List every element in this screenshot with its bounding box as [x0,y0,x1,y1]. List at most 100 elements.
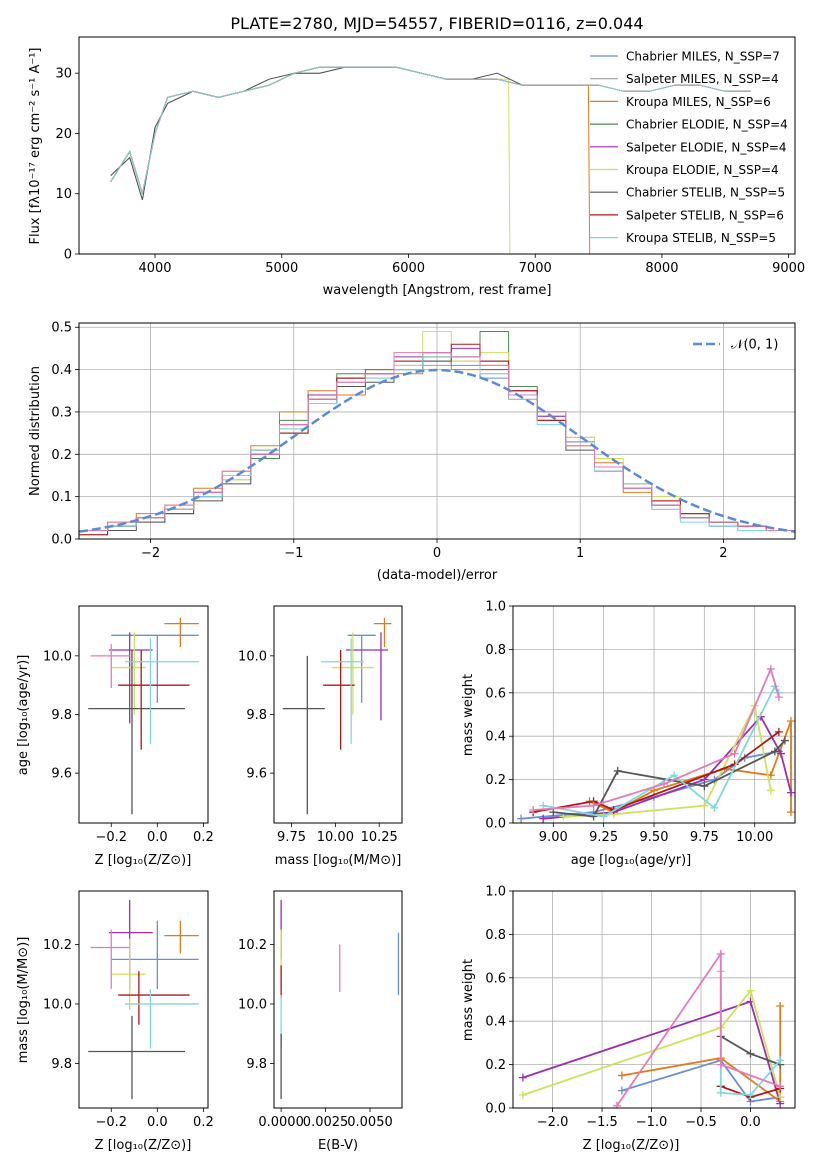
y-tick-label: 0.3 [51,405,72,420]
x-tick-label: −0.2 [95,830,127,845]
y-tick-label: 0.2 [485,1058,506,1073]
y-tick-label: 9.6 [246,767,267,782]
weight-marker [700,801,709,810]
y-tick-label: 10.0 [43,649,72,664]
y-tick-label: 9.6 [51,767,72,782]
weight-marker [786,717,795,726]
plot-area [518,949,785,1108]
y-tick-label: 0.8 [485,643,506,658]
y-axis-label: mass weight [461,674,476,756]
x-tick-label: 9.25 [589,830,618,845]
x-axis-label: Z [log₁₀(Z/Z⊙)] [583,1138,680,1153]
x-tick-label: 10.00 [317,830,354,845]
y-tick-label: 10.2 [43,938,72,953]
weight-marker [599,812,608,821]
weight-marker [700,782,709,791]
plot-area [110,66,751,254]
y-tick-label: 0 [64,248,72,263]
weight-marker [766,664,775,673]
y-tick-label: 10.0 [238,649,267,664]
plot-area [88,899,199,1100]
weight-marker [518,1090,527,1099]
residual-plot: −2 −1 0 1 2 0.0 0.1 0.2 0.3 0.4 0.5 𝒩(0, 1) [51,321,796,561]
y-tick-label: 0.6 [485,971,506,986]
weight-marker [549,808,558,817]
y-tick-label: 10.0 [43,997,72,1012]
legend-label: Salpeter MILES, N_SSP=4 [626,72,779,86]
y-tick-label: 20 [55,127,72,142]
spectrum-line [110,66,591,254]
histogram-step [79,356,795,539]
x-tick-label: 9.00 [539,830,568,845]
weight-marker [617,1086,626,1095]
plot-area [88,617,199,815]
x-tick-label: −1 [284,546,303,561]
spectrum-line [110,66,751,194]
x-tick-label: 5000 [265,261,298,276]
y-axis-label: Normed distribution [28,366,43,496]
spectrum-line [110,66,574,194]
x-tick-label: −0.5 [685,1115,717,1130]
weight-line [616,950,781,1107]
weight-marker [539,814,548,823]
weight-marker [710,803,719,812]
weight-line [533,666,780,811]
legend-label: Kroupa STELIB, N_SSP=5 [626,231,776,245]
x-tick-label: 9.50 [640,830,669,845]
panel-spectrum: PLATE=2780, MJD=54557, FIBERID=0116, z=0… [28,14,805,298]
x-tick-label: 0.2 [193,1115,214,1130]
y-tick-label: 0.1 [51,490,72,505]
x-tick-label: 0.0025 [303,1115,349,1130]
weight-marker [786,788,795,797]
age-vs-mass-plot: 9.75 10.00 10.25 9.6 9.8 10.0 [238,605,403,845]
weight-marker [730,749,739,758]
panel-mass-vs-z: Z [log₁₀(Z/Z⊙)] mass [log₁₀(M/M⊙)] −0.2 0… [16,890,214,1153]
weight-marker [716,1060,725,1069]
weight-vs-z-plot: −2.0 −1.5 −1.0 −0.5 0.0 0.0 0.2 0.4 0.6 0.8 1.0 [485,885,796,1130]
spectrum-line [110,66,751,200]
x-tick-label: 1 [576,546,584,561]
legend-label: Kroupa MILES, N_SSP=6 [626,95,771,109]
x-tick-label: 8000 [645,261,678,276]
y-tick-label: 1.0 [485,600,506,615]
weight-marker [613,766,622,775]
x-tick-label: 0.0 [147,830,168,845]
x-axis-label: Z [log₁₀(Z/Z⊙)] [95,853,192,868]
y-axis-label: Flux [fλ10⁻¹⁷ erg cm⁻² s⁻¹ A⁻¹] [28,48,43,245]
y-tick-label: 10.0 [238,997,267,1012]
weight-marker [770,747,779,756]
weight-line [621,1059,781,1103]
weight-marker [517,814,526,823]
y-tick-label: 9.8 [51,1057,72,1072]
plot-area [79,331,795,539]
x-axis-label: age [log₁₀(age/yr)] [571,853,692,868]
y-tick-label: 1.0 [485,885,506,900]
weight-marker [746,1090,755,1099]
weight-marker [786,808,795,817]
axes-frame [273,890,403,1109]
legend-label: Chabrier STELIB, N_SSP=5 [626,186,785,200]
x-axis-label: wavelength [Angstrom, rest frame] [323,283,552,298]
axes-frame [512,605,796,824]
y-tick-label: 9.8 [246,1057,267,1072]
weight-marker [776,1002,785,1011]
axes-frame [78,36,796,255]
y-tick-label: 0.4 [51,363,72,378]
panel-residuals: (data-model)/error Normed distribution −… [28,321,796,583]
x-tick-label: 0.0000 [258,1115,304,1130]
age-vs-z-plot: −0.2 0.0 0.2 9.6 9.8 10.0 [43,605,214,845]
x-tick-label: 2 [719,546,727,561]
weight-vs-age-plot: 9.00 9.25 9.50 9.75 10.00 0.0 0.2 0.4 0.6 0.8 1.0 [485,600,796,845]
weight-marker [660,779,669,788]
axes-frame [78,322,796,540]
y-tick-label: 9.8 [51,708,72,723]
panel-weight-vs-age: age [log₁₀(age/yr)] mass weight 9.00 9.25… [461,600,796,868]
spectrum-plot: 4000 5000 6000 7000 8000 9000 0 10 20 30 Chabrier … [55,36,805,276]
weight-marker [780,736,789,745]
x-tick-label: −2 [141,546,160,561]
y-tick-label: 0.6 [485,686,506,701]
y-tick-label: 0.0 [51,533,72,548]
y-tick-label: 0.4 [485,730,506,745]
